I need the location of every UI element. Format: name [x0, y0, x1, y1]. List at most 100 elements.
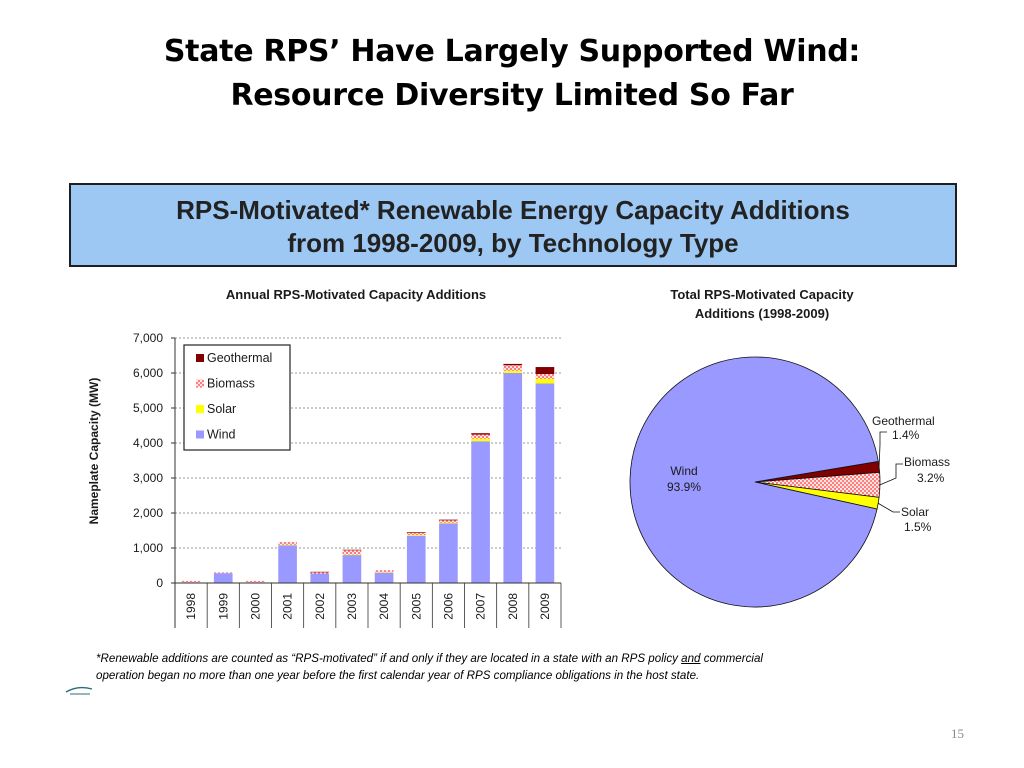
bar-segment-solar-2008 [503, 370, 523, 373]
pie-label-geothermal-pct: 1.4% [892, 428, 920, 442]
bar-segment-solar-2003 [342, 554, 362, 556]
pie-chart-title-line-2: Additions (1998-2009) [695, 306, 829, 321]
lab-logo-icon [65, 686, 93, 695]
legend-swatch-geothermal [196, 354, 204, 362]
x-tick-label: 2008 [506, 593, 520, 620]
footnote-line-1: *Renewable additions are counted as “RPS… [96, 650, 936, 667]
banner-line-2: from 1998-2009, by Technology Type [287, 228, 739, 258]
bar-segment-wind-1999 [213, 573, 233, 583]
x-tick-label: 2009 [538, 593, 552, 620]
bar-segment-wind-2003 [342, 555, 362, 583]
bar-segment-biomass-2006 [439, 520, 458, 523]
pie-leader-solar [877, 502, 900, 513]
footnote-underlined-word: and [681, 652, 701, 665]
pie-label-solar-name: Solar [901, 505, 929, 519]
legend-label-biomass: Biomass [207, 377, 255, 391]
bar-segment-wind-2006 [439, 523, 458, 583]
chart-banner: RPS-Motivated* Renewable Energy Capacity… [69, 183, 957, 267]
bar-segment-wind-2002 [310, 573, 330, 583]
footnote-text-a: *Renewable additions are counted as “RPS… [96, 652, 682, 665]
x-tick-label: 2001 [281, 593, 295, 620]
y-tick-label: 5,000 [133, 401, 163, 415]
pie-label-biomass-pct: 3.2% [917, 471, 945, 485]
bar-chart-y-axis-label: Nameplate Capacity (MW) [87, 378, 101, 525]
bar-segment-wind-2008 [503, 373, 523, 583]
bar-segment-solar-2009 [535, 378, 555, 384]
y-tick-label: 7,000 [133, 331, 163, 345]
bar-segment-wind-2009 [535, 383, 555, 583]
slide-title-line-1: State RPS’ Have Largely Supported Wind: [163, 34, 861, 69]
legend-swatch-solar [196, 405, 204, 413]
bar-chart-y-ticks: 0 1,000 2,000 3,000 4,000 5,000 6,000 7,000 [133, 331, 175, 590]
bar-segment-geothermal-2006 [439, 519, 458, 521]
bar-segment-biomass-2005 [406, 532, 426, 536]
bar-chart-bars [181, 363, 555, 583]
bar-segment-solar-2005 [406, 535, 426, 536]
page-number: 15 [951, 726, 964, 741]
pie-label-wind-pct: 93.9% [667, 480, 701, 494]
banner-line-1: RPS-Motivated* Renewable Energy Capacity… [176, 195, 850, 225]
bar-segment-biomass-1999 [213, 572, 233, 574]
legend-swatch-biomass [196, 379, 204, 388]
y-tick-label: 6,000 [133, 366, 163, 380]
bar-segment-wind-2005 [406, 535, 426, 583]
bar-chart-title: Annual RPS-Motivated Capacity Additions [226, 287, 486, 302]
pie-label-wind-name: Wind [670, 464, 697, 478]
bar-segment-biomass-2009 [535, 374, 555, 379]
legend-label-geothermal: Geothermal [207, 351, 272, 365]
bar-segment-geothermal-2003 [342, 549, 362, 551]
y-tick-label: 2,000 [133, 506, 163, 520]
pie-label-biomass-name: Biomass [904, 455, 950, 469]
bar-segment-geothermal-2005 [406, 532, 426, 533]
footnote-line-2: operation began no more than one year be… [96, 669, 700, 682]
x-tick-label: 1999 [216, 593, 230, 620]
bar-segment-wind-2007 [471, 441, 490, 583]
bar-chart-x-ticks: 1998 1999 2000 2001 2002 2003 2004 2005 2006 2007… [184, 583, 552, 628]
total-capacity-pie-chart: Total RPS-Motivated Capacity Additions (… [629, 287, 950, 608]
bar-segment-solar-2007 [471, 438, 490, 442]
bar-segment-geothermal-2008 [503, 363, 523, 366]
bar-segment-geothermal-2002 [310, 571, 330, 573]
bar-segment-solar-2006 [439, 522, 458, 524]
x-tick-label: 2003 [345, 593, 359, 620]
bar-segment-geothermal-2007 [471, 433, 490, 435]
pie-label-solar-pct: 1.5% [904, 520, 932, 534]
bar-segment-biomass-2000 [246, 580, 265, 583]
bar-segment-wind-2001 [278, 545, 297, 583]
y-tick-label: 4,000 [133, 436, 163, 450]
bar-segment-biomass-2007 [471, 434, 490, 439]
x-tick-label: 1998 [184, 593, 198, 620]
bar-segment-biomass-1998 [181, 580, 201, 583]
annual-capacity-bar-chart: Annual RPS-Motivated Capacity Additions … [87, 287, 562, 628]
bar-segment-solar-2001 [278, 544, 297, 546]
y-tick-label: 3,000 [133, 471, 163, 485]
pie-leader-geothermal [878, 431, 887, 467]
y-tick-label: 1,000 [133, 541, 163, 555]
x-tick-label: 2002 [313, 593, 327, 620]
bar-segment-wind-2004 [374, 572, 394, 583]
pie-label-geothermal-name: Geothermal [872, 414, 935, 428]
bar-segment-geothermal-2009 [535, 367, 555, 375]
bar-chart-axes [174, 338, 562, 628]
pie-leader-biomass [879, 463, 903, 486]
slide-title: State RPS’ Have Largely Supported Wind: … [0, 30, 1024, 118]
legend-label-solar: Solar [207, 402, 236, 416]
footnote-text-b: commercial [700, 652, 763, 665]
bar-segment-biomass-2003 [342, 550, 362, 555]
x-tick-label: 2007 [474, 593, 488, 620]
x-tick-label: 2000 [248, 593, 262, 620]
bar-chart-legend: Geothermal Biomass Solar Wind [183, 344, 291, 451]
x-tick-label: 2006 [441, 593, 455, 620]
pie-slice-wind [629, 356, 879, 608]
bar-segment-biomass-2001 [278, 542, 297, 545]
bar-segment-biomass-2008 [503, 365, 523, 371]
x-tick-label: 2004 [377, 593, 391, 620]
slide-title-line-2: Resource Diversity Limited So Far [230, 78, 794, 113]
legend-label-wind: Wind [207, 428, 236, 442]
footnote: *Renewable additions are counted as “RPS… [96, 650, 936, 684]
legend-swatch-wind [196, 430, 204, 439]
pie-chart-title-line-1: Total RPS-Motivated Capacity [670, 287, 854, 302]
pie-chart-slices [629, 356, 881, 608]
x-tick-label: 2005 [409, 593, 423, 620]
